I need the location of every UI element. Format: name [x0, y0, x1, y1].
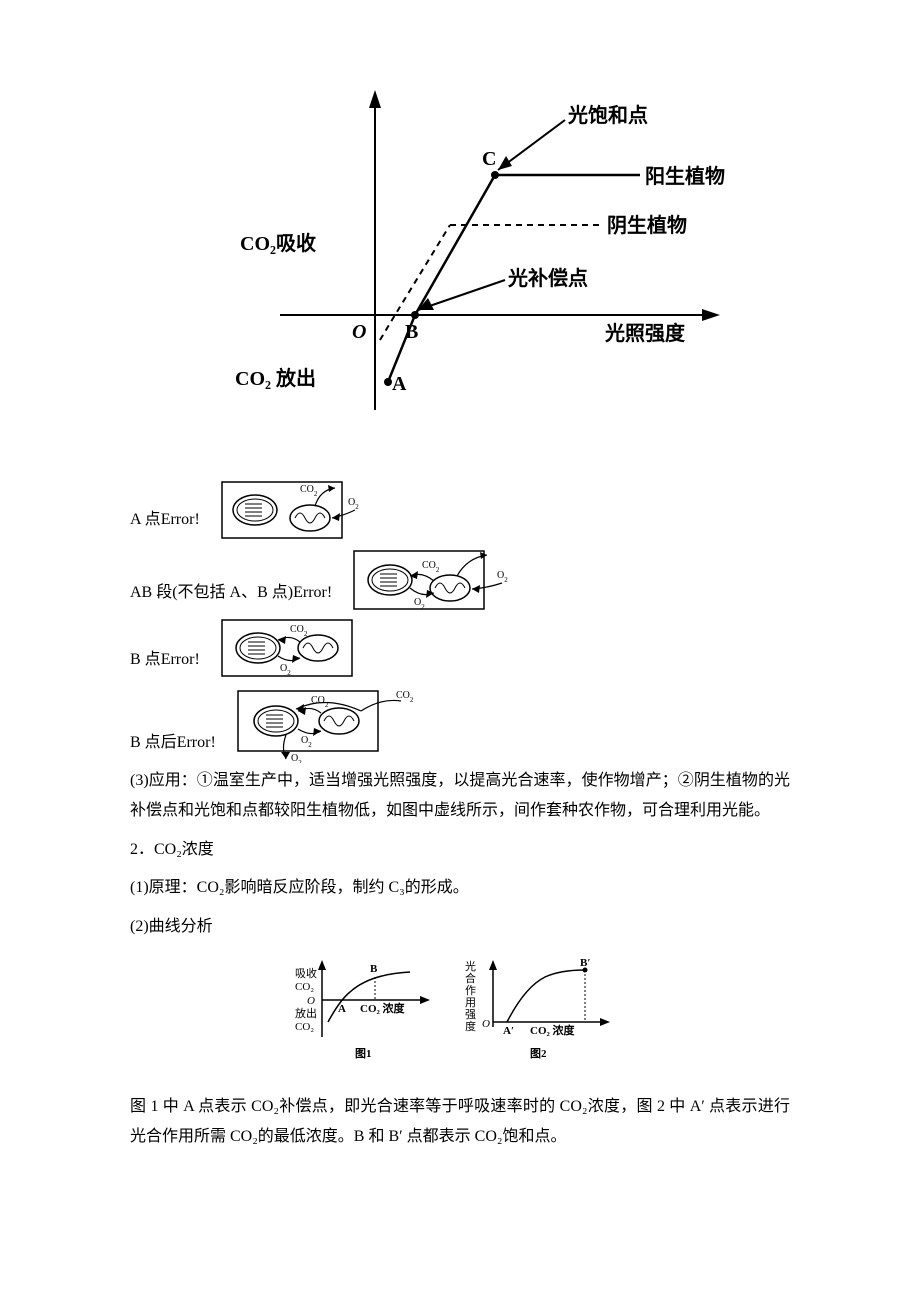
application-paragraph: (3)应用：①温室生产中，适当增强光照强度，以提高光合速率，使作物增产；②阴生植… — [130, 766, 790, 827]
cell-diagram-a: CO2 O2 — [220, 480, 370, 540]
co2-concentration-charts: 吸收 CO₂ O 放出 CO₂ A B CO₂ 浓度 图1 光 合 作 用 强 … — [280, 952, 640, 1082]
svg-text:CO2: CO2 — [396, 690, 414, 704]
svg-text:强: 强 — [465, 1009, 476, 1021]
svg-text:CO₂: CO₂ — [295, 981, 314, 993]
x-label: 光照强度 — [604, 321, 686, 345]
cell-diagram-ab: CO2 O2 O2 — [352, 543, 522, 613]
label-compensation: 光补偿点 — [507, 266, 588, 290]
point-b: B — [405, 321, 418, 343]
svg-text:作: 作 — [465, 984, 476, 997]
section-2-title: 2．CO₂浓度 — [130, 835, 790, 865]
error-text: Error! — [177, 734, 216, 751]
svg-text:A′: A′ — [503, 1025, 514, 1037]
error-text: Error! — [161, 511, 200, 528]
svg-text:CO2: CO2 — [422, 560, 440, 574]
light-intensity-chart: CO₂吸收 CO₂ 放出 O B A C 光饱和点 阳生植物 阴生植物 光补偿点… — [180, 80, 740, 450]
origin-label: O — [352, 321, 366, 343]
svg-text:度: 度 — [465, 1019, 476, 1033]
svg-text:O2: O2 — [291, 753, 302, 763]
svg-text:图2: 图2 — [530, 1047, 547, 1060]
b-label: B 点 — [130, 651, 161, 668]
point-a: A — [392, 373, 407, 395]
cell-diagram-b: CO2 O2 — [220, 616, 370, 680]
svg-text:放出: 放出 — [295, 1006, 317, 1020]
svg-text:A: A — [338, 1003, 346, 1015]
a-label: A 点 — [130, 511, 161, 528]
error-text: Error! — [293, 584, 332, 601]
co2-explanation-paragraph: 图 1 中 A 点表示 CO₂补偿点，即光合速率等于呼吸速率时的 CO₂浓度，图… — [130, 1092, 790, 1153]
section-2-curve: (2)曲线分析 — [130, 912, 790, 942]
svg-text:图1: 图1 — [355, 1047, 372, 1060]
svg-text:CO2: CO2 — [290, 624, 308, 638]
svg-text:B: B — [370, 963, 378, 975]
svg-text:O2: O2 — [348, 497, 359, 511]
y-label-top: CO₂吸收 — [240, 231, 316, 255]
section-2-principle: (1)原理：CO₂影响暗反应阶段，制约 C₃的形成。 — [130, 873, 790, 903]
b-after-label: B 点后 — [130, 734, 177, 751]
svg-text:O: O — [307, 995, 315, 1007]
item-ab-segment: AB 段(不包括 A、B 点)Error! CO2 O2 O2 — [130, 543, 790, 608]
svg-text:B′: B′ — [580, 957, 590, 969]
cell-diagram-b-after: CO2 CO2 O2 O2 — [236, 683, 426, 763]
svg-text:O2: O2 — [497, 570, 508, 584]
item-b-after: B 点后Error! CO2 CO2 O2 O2 — [130, 683, 790, 758]
svg-text:吸收: 吸收 — [295, 966, 317, 980]
svg-text:CO₂ 浓度: CO₂ 浓度 — [530, 1023, 576, 1037]
label-saturation: 光饱和点 — [567, 103, 648, 127]
item-b-point: B 点Error! CO2 O2 — [130, 616, 790, 675]
svg-text:CO2: CO2 — [300, 484, 318, 498]
y-label-bottom: CO₂ 放出 — [235, 366, 316, 390]
svg-text:O2: O2 — [280, 663, 291, 677]
point-c: C — [482, 148, 496, 170]
svg-text:CO₂ 浓度: CO₂ 浓度 — [360, 1001, 406, 1015]
item-a-point: A 点Error! CO2 O2 — [130, 480, 790, 535]
svg-text:光: 光 — [465, 959, 476, 973]
svg-text:CO₂: CO₂ — [295, 1021, 314, 1033]
svg-text:O: O — [482, 1018, 490, 1030]
svg-text:用: 用 — [465, 997, 476, 1009]
ab-label: AB 段(不包括 A、B 点) — [130, 584, 293, 601]
label-shade-plant: 阴生植物 — [607, 213, 687, 237]
svg-text:O2: O2 — [301, 735, 312, 749]
error-text: Error! — [161, 651, 200, 668]
svg-text:合: 合 — [465, 971, 476, 985]
label-sun-plant: 阳生植物 — [645, 164, 725, 188]
